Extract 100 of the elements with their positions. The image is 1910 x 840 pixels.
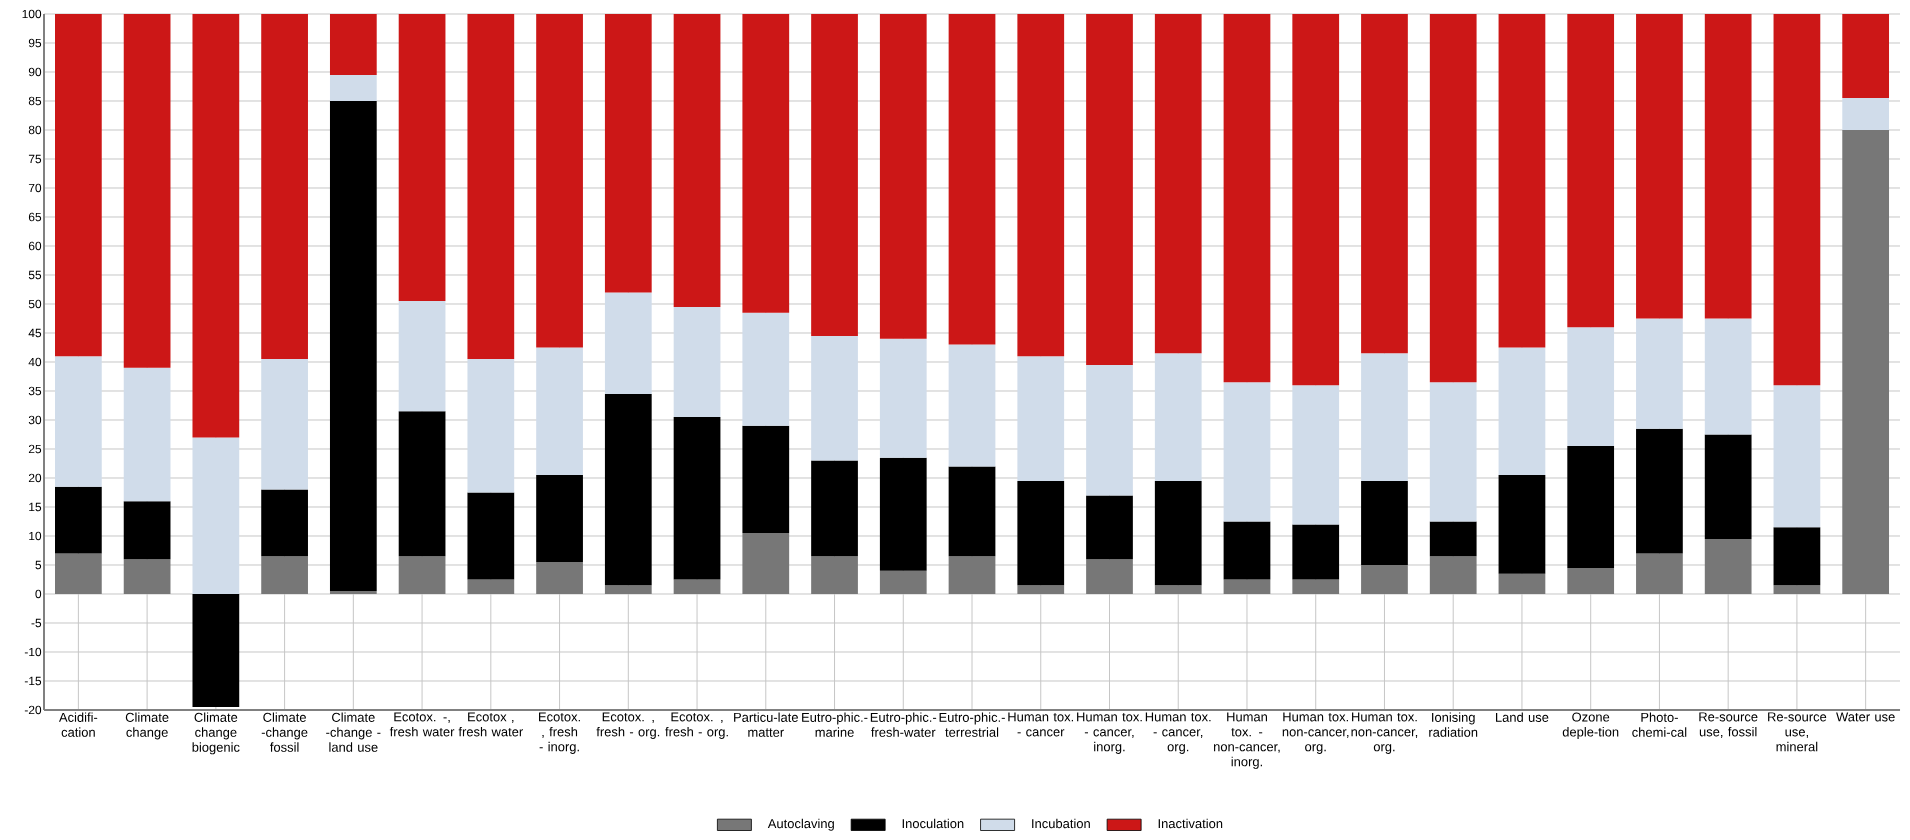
bar <box>604 393 652 586</box>
bar <box>192 594 240 708</box>
bar <box>536 475 583 563</box>
bar <box>1498 475 1546 574</box>
bar <box>1086 364 1133 496</box>
bar <box>1361 13 1408 354</box>
bar <box>123 559 171 594</box>
bar <box>467 579 515 594</box>
bar <box>742 312 790 426</box>
bar <box>261 13 308 360</box>
bar <box>55 356 102 487</box>
bar <box>536 562 583 594</box>
bar <box>811 335 858 461</box>
bar <box>1704 434 1752 539</box>
bar <box>329 74 377 101</box>
bar <box>879 338 927 458</box>
bar <box>1017 585 1065 594</box>
bar <box>261 359 308 490</box>
bar <box>811 556 858 594</box>
bar <box>1773 585 1821 594</box>
bar <box>261 556 308 594</box>
bar <box>536 13 583 348</box>
bar <box>55 13 102 357</box>
bar <box>1773 527 1821 586</box>
bar <box>673 306 721 418</box>
bar <box>123 13 171 368</box>
bar <box>673 417 721 580</box>
bar <box>1704 538 1752 594</box>
bar <box>1223 382 1271 522</box>
bar <box>398 556 446 594</box>
bar <box>604 292 652 394</box>
bar <box>1636 553 1683 594</box>
bar <box>123 501 171 560</box>
bar <box>192 437 240 594</box>
bar <box>1704 318 1752 435</box>
bar <box>1842 98 1890 130</box>
bar <box>1704 13 1752 319</box>
bar <box>1842 129 1890 594</box>
bar <box>1292 524 1340 580</box>
bar <box>536 347 583 476</box>
bar <box>329 13 377 75</box>
bar <box>1017 13 1065 357</box>
bar <box>329 100 377 592</box>
bar <box>673 579 721 594</box>
bar <box>879 13 927 339</box>
bar <box>1636 318 1683 429</box>
bar <box>1292 579 1340 594</box>
bar <box>1223 13 1271 383</box>
bar <box>1429 556 1477 594</box>
bar <box>261 489 308 557</box>
bar <box>1498 573 1546 594</box>
bar <box>1154 585 1202 594</box>
bar <box>742 13 790 313</box>
bar <box>1636 13 1683 319</box>
bar <box>467 492 515 580</box>
bar <box>1498 13 1546 348</box>
bar <box>1773 13 1821 386</box>
bar <box>1154 13 1202 354</box>
bar <box>1636 428 1683 554</box>
bar <box>1567 13 1615 328</box>
bar <box>948 556 996 594</box>
bar <box>123 367 171 502</box>
bar <box>1154 480 1202 586</box>
bar <box>1567 446 1615 568</box>
bar <box>1086 495 1133 560</box>
bar <box>1292 385 1340 525</box>
bar <box>948 466 996 557</box>
bar <box>1429 521 1477 557</box>
bar <box>398 411 446 557</box>
bar <box>398 13 446 302</box>
bar <box>55 553 102 594</box>
bar <box>948 13 996 345</box>
bar <box>604 585 652 594</box>
bar <box>948 344 996 467</box>
bar <box>1567 567 1615 594</box>
bar <box>811 460 858 557</box>
bar <box>879 570 927 594</box>
bar <box>604 13 652 293</box>
bar <box>1223 521 1271 580</box>
bar <box>1361 565 1408 594</box>
bar <box>811 13 858 336</box>
bar <box>192 13 240 438</box>
bar <box>1086 13 1133 365</box>
bar <box>467 359 515 493</box>
bar <box>673 13 721 307</box>
bar <box>1154 353 1202 481</box>
bar <box>1773 385 1821 528</box>
bar <box>1429 382 1477 522</box>
bar <box>1567 327 1615 447</box>
bar <box>398 301 446 412</box>
bar <box>1086 559 1133 594</box>
bar <box>1498 347 1546 476</box>
bar <box>467 13 515 360</box>
bar <box>1223 579 1271 594</box>
bar <box>1429 13 1477 383</box>
bar <box>1292 13 1340 386</box>
bar <box>1017 480 1065 586</box>
bar <box>742 425 790 534</box>
bar <box>1842 13 1890 99</box>
bar <box>742 533 790 594</box>
